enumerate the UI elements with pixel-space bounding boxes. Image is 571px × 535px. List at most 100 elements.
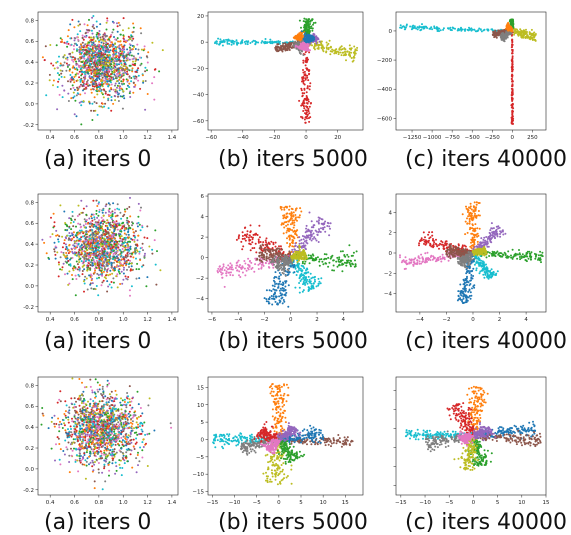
- scatter-point: [136, 76, 138, 78]
- scatter-point: [96, 260, 98, 262]
- scatter-point: [79, 23, 81, 25]
- scatter-point: [90, 110, 92, 112]
- scatter-point: [77, 263, 79, 265]
- scatter-point: [85, 49, 87, 51]
- scatter-point: [117, 215, 119, 217]
- scatter-point: [100, 106, 102, 108]
- scatter-point: [146, 225, 148, 227]
- scatter-point: [132, 92, 134, 94]
- scatter-point: [75, 235, 77, 237]
- scatter-point: [93, 259, 95, 261]
- scatter-point: [70, 44, 72, 46]
- scatter-point: [99, 30, 101, 32]
- scatter-point: [108, 107, 110, 109]
- scatter-point: [60, 63, 62, 65]
- point-cloud: [399, 19, 537, 126]
- scatter-point: [98, 48, 100, 50]
- scatter-point: [117, 286, 119, 288]
- scatter-point: [86, 249, 88, 251]
- scatter-point: [335, 52, 337, 54]
- scatter-point: [84, 276, 86, 278]
- scatter-point: [107, 260, 109, 262]
- scatter-point: [302, 92, 304, 94]
- scatter-point: [532, 34, 534, 36]
- scatter-point: [137, 67, 139, 69]
- scatter-point: [120, 80, 122, 82]
- scatter-point: [512, 24, 514, 26]
- scatter-point: [300, 44, 302, 46]
- scatter-point: [91, 217, 93, 219]
- scatter-point: [94, 54, 96, 56]
- scatter-point: [76, 69, 78, 71]
- scatter-point: [251, 41, 253, 43]
- y-tick-label: 20: [197, 14, 204, 20]
- scatter-point: [80, 71, 82, 73]
- scatter-point: [306, 61, 308, 63]
- scatter-point: [140, 207, 142, 209]
- scatter-point: [89, 103, 91, 105]
- scatter-point: [93, 110, 95, 112]
- scatter-point: [97, 264, 99, 266]
- scatter-point: [154, 239, 156, 241]
- scatter-point: [298, 49, 300, 51]
- scatter-point: [80, 48, 82, 50]
- scatter-point: [139, 224, 141, 226]
- scatter-point: [59, 65, 61, 67]
- scatter-point: [443, 27, 445, 29]
- scatter-point: [86, 53, 88, 55]
- scatter-point: [57, 61, 59, 63]
- scatter-point: [120, 240, 122, 242]
- scatter-point: [130, 246, 132, 248]
- scatter-point: [307, 41, 309, 43]
- scatter-point: [89, 284, 91, 286]
- scatter-point: [65, 70, 67, 72]
- scatter-point: [96, 32, 98, 34]
- scatter-point: [86, 243, 88, 245]
- scatter-point: [82, 37, 84, 39]
- scatter-point: [85, 62, 87, 64]
- scatter-point: [345, 59, 347, 61]
- scatter-point: [73, 45, 75, 47]
- scatter-point: [138, 277, 140, 279]
- scatter-point: [92, 88, 94, 90]
- scatter-point: [511, 74, 513, 76]
- scatter-point: [46, 252, 48, 254]
- scatter-point: [87, 289, 89, 291]
- scatter-point: [86, 270, 88, 272]
- scatter-point: [295, 45, 297, 47]
- scatter-point: [138, 268, 140, 270]
- scatter-point: [95, 249, 97, 251]
- scatter-point: [104, 243, 106, 245]
- scatter-point: [126, 48, 128, 50]
- scatter-point: [76, 50, 78, 52]
- scatter-point: [297, 46, 299, 48]
- scatter-point: [92, 200, 94, 202]
- scatter-point: [64, 54, 66, 56]
- scatter-point: [102, 212, 104, 214]
- scatter-point: [303, 20, 305, 22]
- scatter-point: [74, 100, 76, 102]
- scatter-point: [130, 256, 132, 258]
- scatter-point: [299, 37, 301, 39]
- scatter-point: [502, 33, 504, 35]
- scatter-point: [306, 87, 308, 89]
- scatter-point: [57, 238, 59, 240]
- scatter-point: [131, 40, 133, 42]
- scatter-point: [74, 89, 76, 91]
- scatter-point: [344, 54, 346, 56]
- scatter-point: [132, 256, 134, 258]
- scatter-point: [96, 21, 98, 23]
- scatter-point: [82, 35, 84, 37]
- scatter-point: [83, 100, 85, 102]
- scatter-point: [108, 54, 110, 56]
- scatter-point: [69, 68, 71, 70]
- scatter-point: [123, 97, 125, 99]
- scatter-point: [129, 96, 131, 98]
- x-tick-label: 1.4: [168, 135, 177, 141]
- scatter-point: [68, 232, 70, 234]
- scatter-point: [127, 254, 129, 256]
- scatter-point: [308, 28, 310, 30]
- scatter-point: [78, 76, 80, 78]
- scatter-point: [88, 69, 90, 71]
- scatter-point: [128, 266, 130, 268]
